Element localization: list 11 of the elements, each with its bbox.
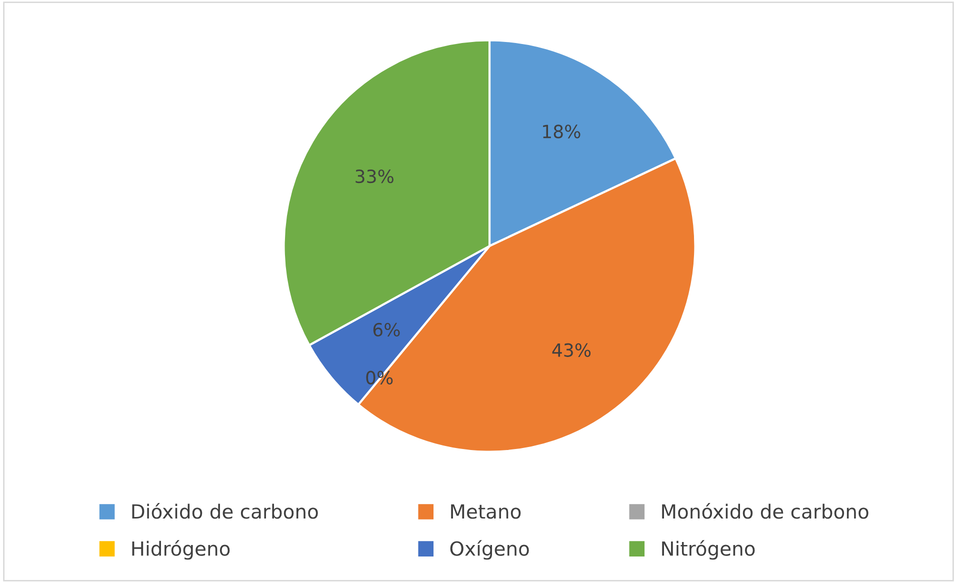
text: 0% xyxy=(366,370,393,384)
legend-label: Metano xyxy=(451,504,521,519)
data-label: 43% xyxy=(552,343,591,357)
data-label: 6% xyxy=(373,322,400,337)
legend-label: Dióxido de carbono xyxy=(132,502,318,519)
data-label: 18% xyxy=(543,124,580,138)
legend-label: Nitrógeno xyxy=(662,540,755,560)
data-label: 33% xyxy=(356,170,394,184)
legend-label: Monóxido de carbono xyxy=(662,502,868,519)
legend-label: Hidrógeno xyxy=(132,540,230,560)
legend-label: Oxígeno xyxy=(450,540,529,560)
